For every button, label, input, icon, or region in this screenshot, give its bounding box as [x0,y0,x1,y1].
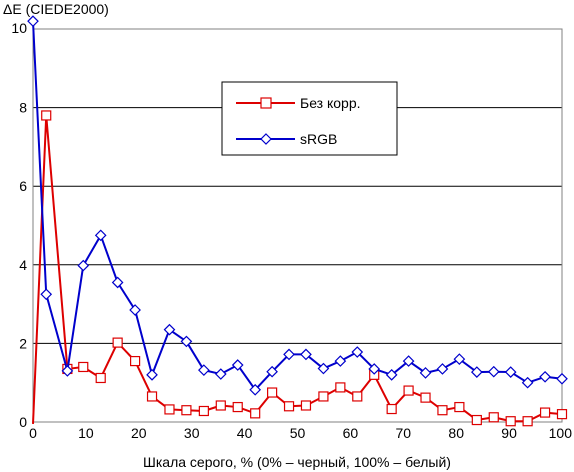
data-point [368,363,381,375]
x-tick-label: 20 [131,425,147,441]
x-tick-label: 30 [184,425,200,441]
data-point [334,355,347,367]
data-point [318,391,329,402]
data-point [504,366,517,378]
data-point [556,409,568,420]
data-point [215,400,226,411]
data-point [129,355,141,367]
data-point [403,385,414,396]
data-point [436,363,449,375]
data-point [352,391,363,402]
data-point [249,383,262,396]
data-point [386,403,397,415]
data-point [556,372,568,385]
data-point [267,387,278,398]
data-point [437,405,448,416]
x-tick-label: 10 [78,425,94,441]
x-tick-label: 50 [290,425,306,441]
legend-label-bez-korr: Без корр. [300,95,361,111]
data-point [487,365,500,378]
data-point [41,110,52,121]
y-tick-label: 0 [19,414,27,430]
data-point [40,288,53,301]
data-point [420,392,431,403]
data-point [385,368,398,381]
series-layer [27,15,568,427]
data-point [351,346,364,358]
data-point [521,376,534,389]
data-point [180,335,193,348]
data-point [454,401,465,413]
data-point [198,364,210,376]
y-tick-label: 2 [19,335,27,351]
legend: Без корр. sRGB [221,81,398,156]
y-tick-label: 8 [19,100,27,116]
data-point [505,416,516,427]
data-point [317,362,330,375]
series-bez-korr [32,110,568,427]
data-point [112,337,123,348]
data-point [163,323,176,336]
data-point [335,382,346,393]
x-tick-labels: 0 10 20 30 40 50 60 70 80 90 100 [29,425,572,441]
x-tick-label: 0 [29,425,37,441]
legend-label-srgb: sRGB [300,131,337,147]
plot-area-border [32,28,563,423]
data-point [539,370,551,383]
x-tick-label: 90 [501,425,517,441]
data-point [470,366,483,378]
data-point [164,404,175,415]
data-point [61,365,74,377]
data-point [250,408,261,419]
data-point [539,407,551,418]
data-point [198,405,209,417]
legend-marker-bez-korr [260,97,272,109]
data-point [146,391,158,402]
data-point [77,259,90,272]
data-point [78,361,89,373]
data-point [453,353,466,365]
x-tick-label: 40 [237,425,253,441]
data-point [181,405,192,416]
data-point [471,414,482,426]
data-point [419,367,432,379]
x-tick-label: 80 [448,425,464,441]
data-point [283,401,295,412]
legend-box [221,81,398,156]
data-point [522,416,533,427]
data-point [94,229,107,242]
y-tick-label: 6 [19,178,27,194]
data-point [214,368,227,380]
data-point [129,304,141,316]
series-srgb [27,15,568,396]
data-point [488,412,499,423]
data-point [266,365,278,378]
data-point [231,359,244,371]
data-point [300,348,312,361]
data-point [300,400,312,411]
y-tick-labels: 0 2 4 6 8 10 [11,20,27,430]
data-point [146,368,158,381]
data-point [95,372,106,384]
x-tick-label: 60 [343,425,359,441]
data-point [283,348,295,361]
y-axis-title: ΔE (CIEDE2000) [3,1,109,17]
x-tick-label: 70 [396,425,412,441]
data-point [402,355,415,367]
legend-marker-srgb [260,133,272,145]
x-tick-label: 100 [549,425,573,441]
x-axis-title: Шкала серого, % (0% – черный, 100% – бел… [143,454,451,470]
data-point [111,276,124,289]
series-line [32,21,563,391]
data-point [27,15,39,27]
data-point [232,401,243,413]
y-tick-label: 4 [19,257,27,273]
y-tick-label: 10 [11,20,27,36]
